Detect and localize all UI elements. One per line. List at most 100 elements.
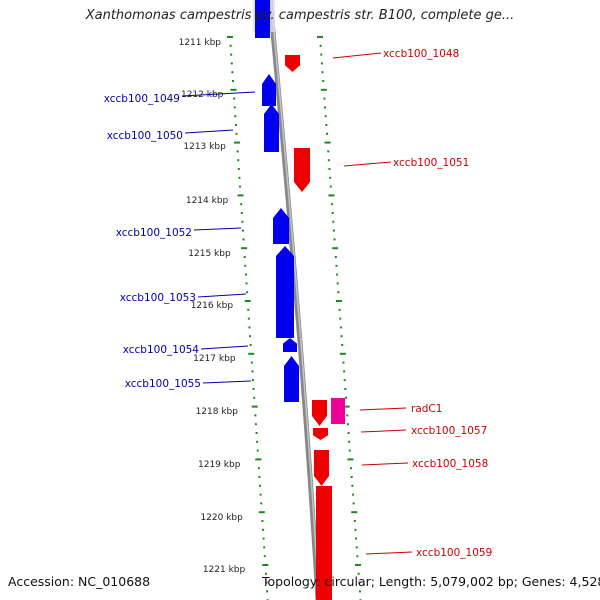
tick-mark [337,291,340,294]
gene-label-radC1[interactable]: radC1 [411,403,442,415]
gene-xccb100-1057 [313,428,328,440]
gene-label-xccb100-1054[interactable]: xccb100_1054 [123,344,200,356]
gene-label-xccb100-1051[interactable]: xccb100_1051 [393,157,469,169]
tick-mark [325,124,328,126]
tick-mark [231,71,234,74]
tick-mark [253,396,256,399]
tick-mark [251,379,254,382]
tick-mark [346,423,349,426]
tick-mark [356,555,359,558]
gene-label-xccb100-1048[interactable]: xccb100_1048 [383,48,459,60]
leader-line [193,227,242,231]
leader-line [365,551,413,555]
gene-label-xccb100-1059[interactable]: xccb100_1059 [416,547,492,559]
tick-mark [343,370,346,373]
tick-mark [358,590,361,593]
scale-label: 1220 kbp [200,513,243,523]
scale-label: 1219 kbp [198,460,241,470]
gene-xccb100-1055 [284,356,299,402]
tick-mark [343,379,346,382]
tick-mark [230,62,233,65]
map-title: Xanthomonas campestris pv. campestris st… [85,8,515,23]
tick-mark [327,150,330,153]
tick-mark [354,528,357,531]
tick-mark [244,300,251,302]
tick-mark [259,484,262,487]
tick-mark [249,344,252,346]
gene-xccb100-1052 [273,208,289,244]
tick-mark [264,572,267,575]
tick-mark [328,168,331,170]
outer-tick-track [317,36,362,600]
gene-label-xccb100-1055[interactable]: xccb100_1055 [125,378,201,390]
tick-mark [234,115,237,118]
backbone-highlight [270,0,320,600]
tick-mark [355,537,358,540]
gene-labels: xccb100_1049xccb100_1050xccb100_1052xccb… [104,48,493,559]
tick-mark [233,106,236,109]
tick-mark [263,555,266,558]
tick-mark [336,300,343,302]
backbone [267,0,321,600]
tick-mark [351,493,354,496]
tick-mark [338,308,341,311]
tick-mark [331,212,334,214]
gene-label-xccb100-1049[interactable]: xccb100_1049 [104,93,180,105]
scale-label: 1216 kbp [191,301,234,311]
gene-label-xccb100-1057[interactable]: xccb100_1057 [411,425,487,437]
gene-label-xccb100-1050[interactable]: xccb100_1050 [107,130,183,142]
gene-label-xccb100-1053[interactable]: xccb100_1053 [120,292,196,304]
scale-label: 1213 kbp [183,142,226,152]
tick-mark [327,159,330,162]
tick-mark [351,484,354,487]
tick-mark [238,176,241,179]
tick-mark [235,132,238,135]
gene-xccb100-1047 [255,0,270,38]
leader-line [343,161,392,167]
inner-tick-track [227,36,269,600]
tick-mark [346,414,349,417]
gene-xccb100-1059 [316,486,332,600]
tick-mark [329,185,332,188]
tick-mark [355,546,358,549]
tick-mark [332,247,339,250]
tick-mark [262,564,269,566]
tick-mark [320,62,323,65]
tick-mark [329,176,332,179]
tick-mark [352,502,355,505]
scale-label: 1211 kbp [179,38,222,48]
tick-mark [240,212,243,214]
tick-mark [332,220,335,223]
label-leaders [181,52,413,555]
tick-mark [234,141,241,144]
leader-line [360,429,407,433]
tick-mark [254,423,257,426]
tick-mark [241,220,244,223]
tick-mark [324,106,327,109]
tick-mark [241,229,244,232]
tick-mark [243,256,246,258]
tick-mark [334,256,337,258]
leader-line [181,91,256,97]
tick-mark [353,520,356,522]
scale-label: 1214 kbp [186,196,229,206]
tick-mark [254,414,257,417]
scale-label: 1218 kbp [196,407,239,417]
tick-mark [229,44,232,47]
tick-mark [323,97,326,100]
gene-label-xccb100-1052[interactable]: xccb100_1052 [116,227,192,239]
gene-features [255,0,345,600]
tick-mark [247,317,250,320]
leader-line [197,293,247,298]
leader-line [332,52,382,59]
tick-mark [240,203,243,206]
tick-mark [333,238,336,241]
gene-xccb100-1054 [283,338,297,352]
tick-mark [321,71,324,74]
tick-mark [340,335,343,338]
gene-label-xccb100-1058[interactable]: xccb100_1058 [412,458,488,470]
tick-mark [355,564,362,566]
tick-mark [247,308,250,311]
tick-mark [244,264,247,267]
